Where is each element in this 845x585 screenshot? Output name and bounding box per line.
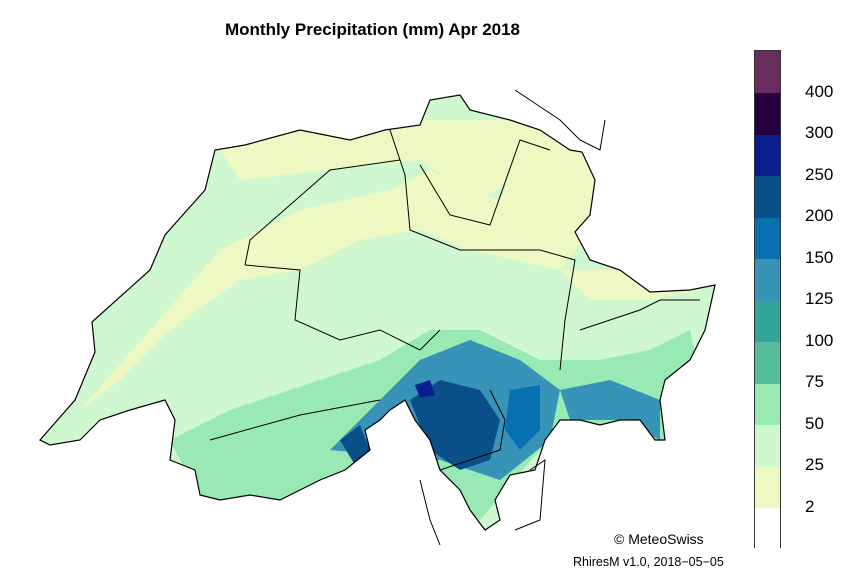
colorbar-label: 200: [805, 206, 834, 225]
colorbar-bin: [755, 217, 780, 259]
colorbar-bin: [755, 134, 780, 176]
canton-borders: [209, 89, 700, 546]
colorbar-label: 150: [805, 247, 834, 267]
colorbar-bin: [755, 300, 780, 342]
colorbar-bin: [755, 175, 780, 218]
colorbar-label: 2: [805, 496, 815, 516]
colorbar-bin: [755, 466, 780, 508]
colorbar-bin: [755, 424, 780, 467]
colorbar: [754, 50, 781, 550]
colorbar-label: 100: [805, 330, 834, 350]
colorbar-label: 125: [805, 289, 834, 308]
colorbar-bin: [755, 258, 780, 301]
colorbar-label: 400: [805, 81, 834, 101]
colorbar-label: 50: [805, 413, 824, 433]
colorbar-bin: [755, 507, 780, 550]
colorbar-label: 250: [805, 164, 834, 184]
colorbar-bin: [755, 51, 780, 93]
colorbar-bin: [755, 92, 780, 135]
colorbar-bin: [755, 341, 780, 384]
copyright-text: © MeteoSwiss: [614, 531, 704, 547]
precip-fill: [40, 95, 715, 530]
colorbar-label: 25: [805, 455, 824, 474]
colorbar-label: 300: [805, 123, 834, 142]
colorbar-bin: [755, 383, 780, 425]
colorbar-label: 75: [805, 372, 824, 391]
map-title: Monthly Precipitation (mm) Apr 2018: [224, 20, 521, 39]
version-text: RhiresM v1.0, 2018−05−05: [573, 555, 724, 569]
